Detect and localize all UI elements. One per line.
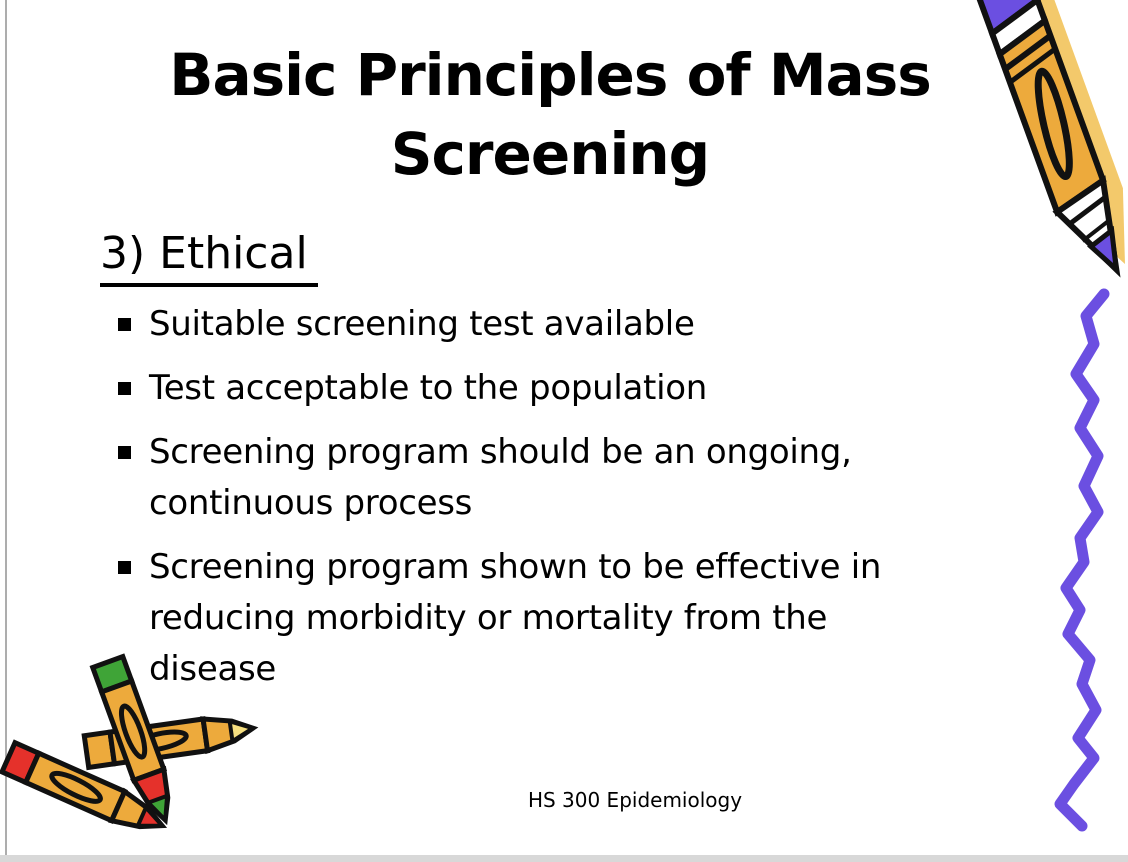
slide-footer: HS 300 Epidemiology — [527, 788, 743, 812]
squiggle-line-icon — [1054, 288, 1110, 832]
pencil-purple-tip — [1087, 225, 1120, 276]
pencil-loop-detail — [1034, 67, 1073, 181]
bullet-square-icon — [118, 318, 131, 331]
bullet-text: Test acceptable to the population — [149, 368, 707, 408]
bullet-item: Screening program should be an ongoing, … — [116, 427, 1021, 529]
pencil-stripe — [1008, 46, 1057, 85]
crayons-clipart-icon — [0, 653, 259, 830]
squiggle-path — [1054, 288, 1110, 832]
pencil-clipart-icon — [973, 0, 1125, 278]
bullet-text: Screening program should be an ongoing, … — [149, 432, 852, 523]
slide-left-border — [5, 0, 7, 855]
pencil-stripe — [1003, 33, 1053, 72]
section-heading: 3) Ethical — [100, 228, 318, 287]
slide-title: Basic Principles of Mass Screening — [169, 41, 932, 188]
crayon-diagonal-green — [89, 653, 171, 826]
bullet-item: Screening program shown to be effective … — [116, 542, 1021, 695]
crayon-diagonal-red — [0, 739, 168, 830]
pencil-wood-stripe — [1066, 194, 1109, 228]
bullet-item: Suitable screening test available — [116, 299, 1021, 350]
bullet-text: Suitable screening test available — [149, 304, 695, 344]
bullet-square-icon — [118, 446, 131, 459]
slide-bottom-border — [0, 855, 1128, 862]
bullet-square-icon — [118, 382, 131, 395]
pencil-wood-stripe — [1081, 217, 1113, 243]
bullet-square-icon — [118, 561, 131, 574]
bullet-list: Suitable screening test available Test a… — [116, 299, 1021, 708]
bullet-text: Screening program shown to be effective … — [149, 547, 882, 689]
bullet-item: Test acceptable to the population — [116, 363, 1021, 414]
